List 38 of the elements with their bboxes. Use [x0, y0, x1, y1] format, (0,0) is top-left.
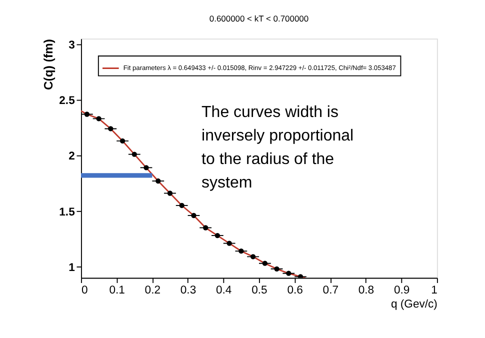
x-tick-label: 0.1: [109, 284, 125, 296]
y-tick-label: 3: [68, 39, 75, 52]
x-tick-label: 0.6: [287, 284, 303, 296]
point: [179, 202, 184, 208]
point: [132, 152, 137, 157]
annotation: The curves width is inversely proportional to the radius of the system: [202, 104, 354, 192]
y-tick-label: 1: [68, 262, 75, 274]
x-tick-label: 0.4: [216, 284, 232, 296]
y-tick-label: 1.5: [59, 206, 75, 218]
point: [108, 126, 114, 132]
chart-title: 0.600000 < kT < 0.700000: [209, 14, 309, 24]
x-tick-label: 0.8: [358, 284, 374, 296]
point: [286, 270, 292, 276]
x-tick-label: 0: [81, 284, 88, 296]
x-tick-label: 0.2: [144, 284, 161, 296]
point: [250, 254, 256, 260]
x-tick-label: 0.7: [322, 284, 339, 296]
point: [156, 178, 161, 184]
point: [226, 240, 232, 246]
point: [274, 266, 280, 272]
point: [144, 165, 149, 170]
point: [262, 260, 268, 266]
x-tick-label: 1: [431, 284, 438, 296]
point: [214, 232, 220, 238]
x-tick-label: 0.5: [252, 284, 268, 296]
x-tick-label: 0.3: [180, 284, 196, 296]
point: [203, 225, 208, 230]
point: [238, 248, 244, 254]
point: [191, 212, 196, 218]
y-axis-title: C(q) (fm): [42, 39, 56, 90]
y-tick-label: 2.5: [59, 95, 75, 108]
x-axis-title: q (Gev/c): [390, 298, 438, 310]
point: [96, 116, 102, 122]
point: [167, 190, 173, 196]
point: [84, 112, 90, 117]
x-tick-label: 0.9: [394, 284, 410, 296]
point: [120, 138, 126, 144]
y-tick-label: 2: [68, 150, 75, 163]
